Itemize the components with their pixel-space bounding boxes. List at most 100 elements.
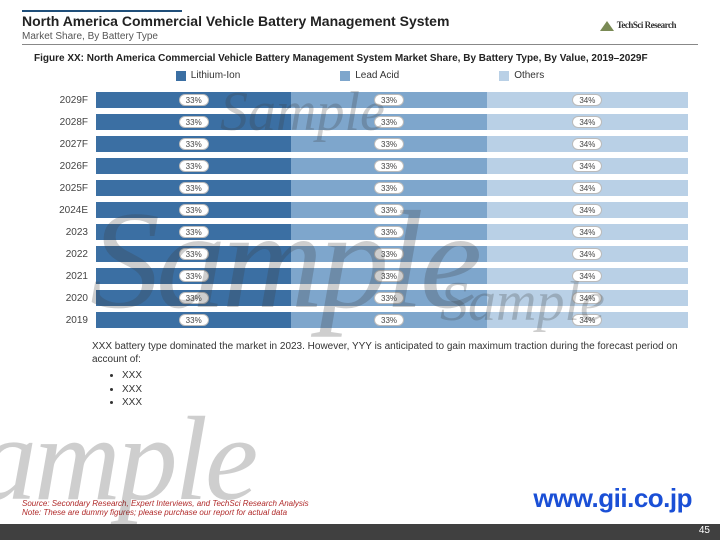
page-footer: 45 bbox=[0, 524, 720, 540]
page-title: North America Commercial Vehicle Battery… bbox=[22, 14, 698, 29]
chart-row: 2021 33% 33% 34% bbox=[50, 265, 688, 287]
value-badge: 34% bbox=[572, 138, 602, 150]
chart-row: 2028F 33% 33% 34% bbox=[50, 111, 688, 133]
value-badge: 33% bbox=[374, 292, 404, 304]
bar-track: 33% 33% 34% bbox=[96, 268, 688, 284]
legend-item: Lithium-Ion bbox=[176, 70, 240, 81]
value-badge: 33% bbox=[179, 160, 209, 172]
chart-row: 202333%33%34% bbox=[50, 221, 688, 243]
value-badge: 33% bbox=[374, 182, 404, 194]
bullet-list: XXXXXXXXX bbox=[112, 369, 698, 410]
bar-track: 33%33%34% bbox=[96, 290, 688, 306]
bar-segment: 34% bbox=[487, 114, 688, 130]
value-badge: 33% bbox=[179, 94, 209, 106]
legend-label: Others bbox=[514, 70, 544, 81]
bar-segment: 34% bbox=[487, 92, 688, 108]
chart-row: 2024E 33% 33% 34% bbox=[50, 199, 688, 221]
y-axis-label: 2028F bbox=[50, 117, 96, 128]
bar-segment: 33% bbox=[96, 114, 291, 130]
y-axis-label: 2020 bbox=[50, 293, 96, 304]
value-badge: 33% bbox=[179, 116, 209, 128]
bar-track: 33% 33% 34% bbox=[96, 224, 688, 240]
value-badge: 33% bbox=[179, 292, 209, 304]
bar-segment: 34% bbox=[487, 136, 688, 152]
bar-track: 33% 33% 34% bbox=[96, 136, 688, 152]
bar-segment: 33% bbox=[291, 312, 486, 328]
page-number: 45 bbox=[699, 525, 710, 536]
bar-segment: 33% bbox=[291, 158, 486, 174]
y-axis-label: 2019 bbox=[50, 315, 96, 326]
brand-logo: TechSci Research bbox=[600, 20, 676, 31]
figure-title: Figure XX: North America Commercial Vehi… bbox=[34, 53, 698, 64]
bar-track: 33% 33% 34% bbox=[96, 114, 688, 130]
bar-track: 33% 33% 34% bbox=[96, 246, 688, 262]
bar-segment: 34% bbox=[487, 180, 688, 196]
value-badge: 34% bbox=[572, 226, 602, 238]
bar-segment: 33% bbox=[96, 136, 291, 152]
bar-track: 33% 33% 34% bbox=[96, 180, 688, 196]
page-subtitle: Market Share, By Battery Type bbox=[22, 31, 698, 45]
value-badge: 33% bbox=[374, 138, 404, 150]
chart-row: 2026F 33% 33% 34% bbox=[50, 155, 688, 177]
value-badge: 33% bbox=[179, 248, 209, 260]
bar-segment: 33% bbox=[96, 92, 291, 108]
value-badge: 34% bbox=[572, 182, 602, 194]
value-badge: 34% bbox=[572, 248, 602, 260]
bar-segment: 33% bbox=[291, 224, 486, 240]
bar-segment: 33% bbox=[96, 312, 291, 328]
bullet-item: XXX bbox=[122, 396, 698, 410]
bar-segment: 33% bbox=[291, 246, 486, 262]
bar-segment: 33% bbox=[291, 92, 486, 108]
value-badge: 33% bbox=[374, 226, 404, 238]
value-badge: 34% bbox=[572, 314, 602, 326]
description-text: XXX battery type dominated the market in… bbox=[92, 341, 678, 366]
gii-watermark-url: www.gii.co.jp bbox=[533, 483, 692, 514]
y-axis-label: 2024E bbox=[50, 205, 96, 216]
market-share-chart: 2029F33%33%34%2028F33%33%34%2027F33%33%3… bbox=[50, 89, 688, 331]
bar-segment: 33% bbox=[96, 202, 291, 218]
chart-row: 2022 33% 33% 34% bbox=[50, 243, 688, 265]
value-badge: 34% bbox=[572, 160, 602, 172]
bar-segment: 34% bbox=[487, 158, 688, 174]
chart-row: 2027F33%33%34% bbox=[50, 133, 688, 155]
legend-swatch bbox=[340, 71, 350, 81]
bar-segment: 33% bbox=[291, 180, 486, 196]
legend-label: Lithium-Ion bbox=[191, 70, 240, 81]
bar-segment: 33% bbox=[291, 268, 486, 284]
bar-segment: 33% bbox=[96, 246, 291, 262]
bar-segment: 34% bbox=[487, 202, 688, 218]
value-badge: 33% bbox=[179, 270, 209, 282]
value-badge: 33% bbox=[374, 160, 404, 172]
value-badge: 33% bbox=[179, 182, 209, 194]
y-axis-label: 2026F bbox=[50, 161, 96, 172]
y-axis-label: 2021 bbox=[50, 271, 96, 282]
value-badge: 34% bbox=[572, 116, 602, 128]
bar-segment: 34% bbox=[487, 312, 688, 328]
value-badge: 34% bbox=[572, 270, 602, 282]
bar-track: 33%33% 34% bbox=[96, 312, 688, 328]
legend-swatch bbox=[176, 71, 186, 81]
chart-row: 201933%33%34% bbox=[50, 309, 688, 331]
value-badge: 33% bbox=[374, 204, 404, 216]
legend-label: Lead Acid bbox=[355, 70, 399, 81]
legend-item: Others bbox=[499, 70, 544, 81]
value-badge: 33% bbox=[374, 248, 404, 260]
accent-rule bbox=[22, 10, 182, 12]
y-axis-label: 2022 bbox=[50, 249, 96, 260]
value-badge: 34% bbox=[572, 204, 602, 216]
legend-item: Lead Acid bbox=[340, 70, 399, 81]
value-badge: 33% bbox=[374, 116, 404, 128]
bar-segment: 33% bbox=[96, 224, 291, 240]
bar-track: 33% 33% 34% bbox=[96, 158, 688, 174]
bar-segment: 33% bbox=[291, 114, 486, 130]
bar-segment: 33% bbox=[291, 202, 486, 218]
bar-track: 33% 33% 34% bbox=[96, 92, 688, 108]
value-badge: 33% bbox=[179, 226, 209, 238]
value-badge: 33% bbox=[179, 204, 209, 216]
y-axis-label: 2029F bbox=[50, 95, 96, 106]
chart-row: 2029F 33% 33% 34% bbox=[50, 89, 688, 111]
chart-row: 202033%33%34% bbox=[50, 287, 688, 309]
bar-segment: 34% bbox=[487, 268, 688, 284]
value-badge: 34% bbox=[572, 94, 602, 106]
value-badge: 33% bbox=[374, 270, 404, 282]
